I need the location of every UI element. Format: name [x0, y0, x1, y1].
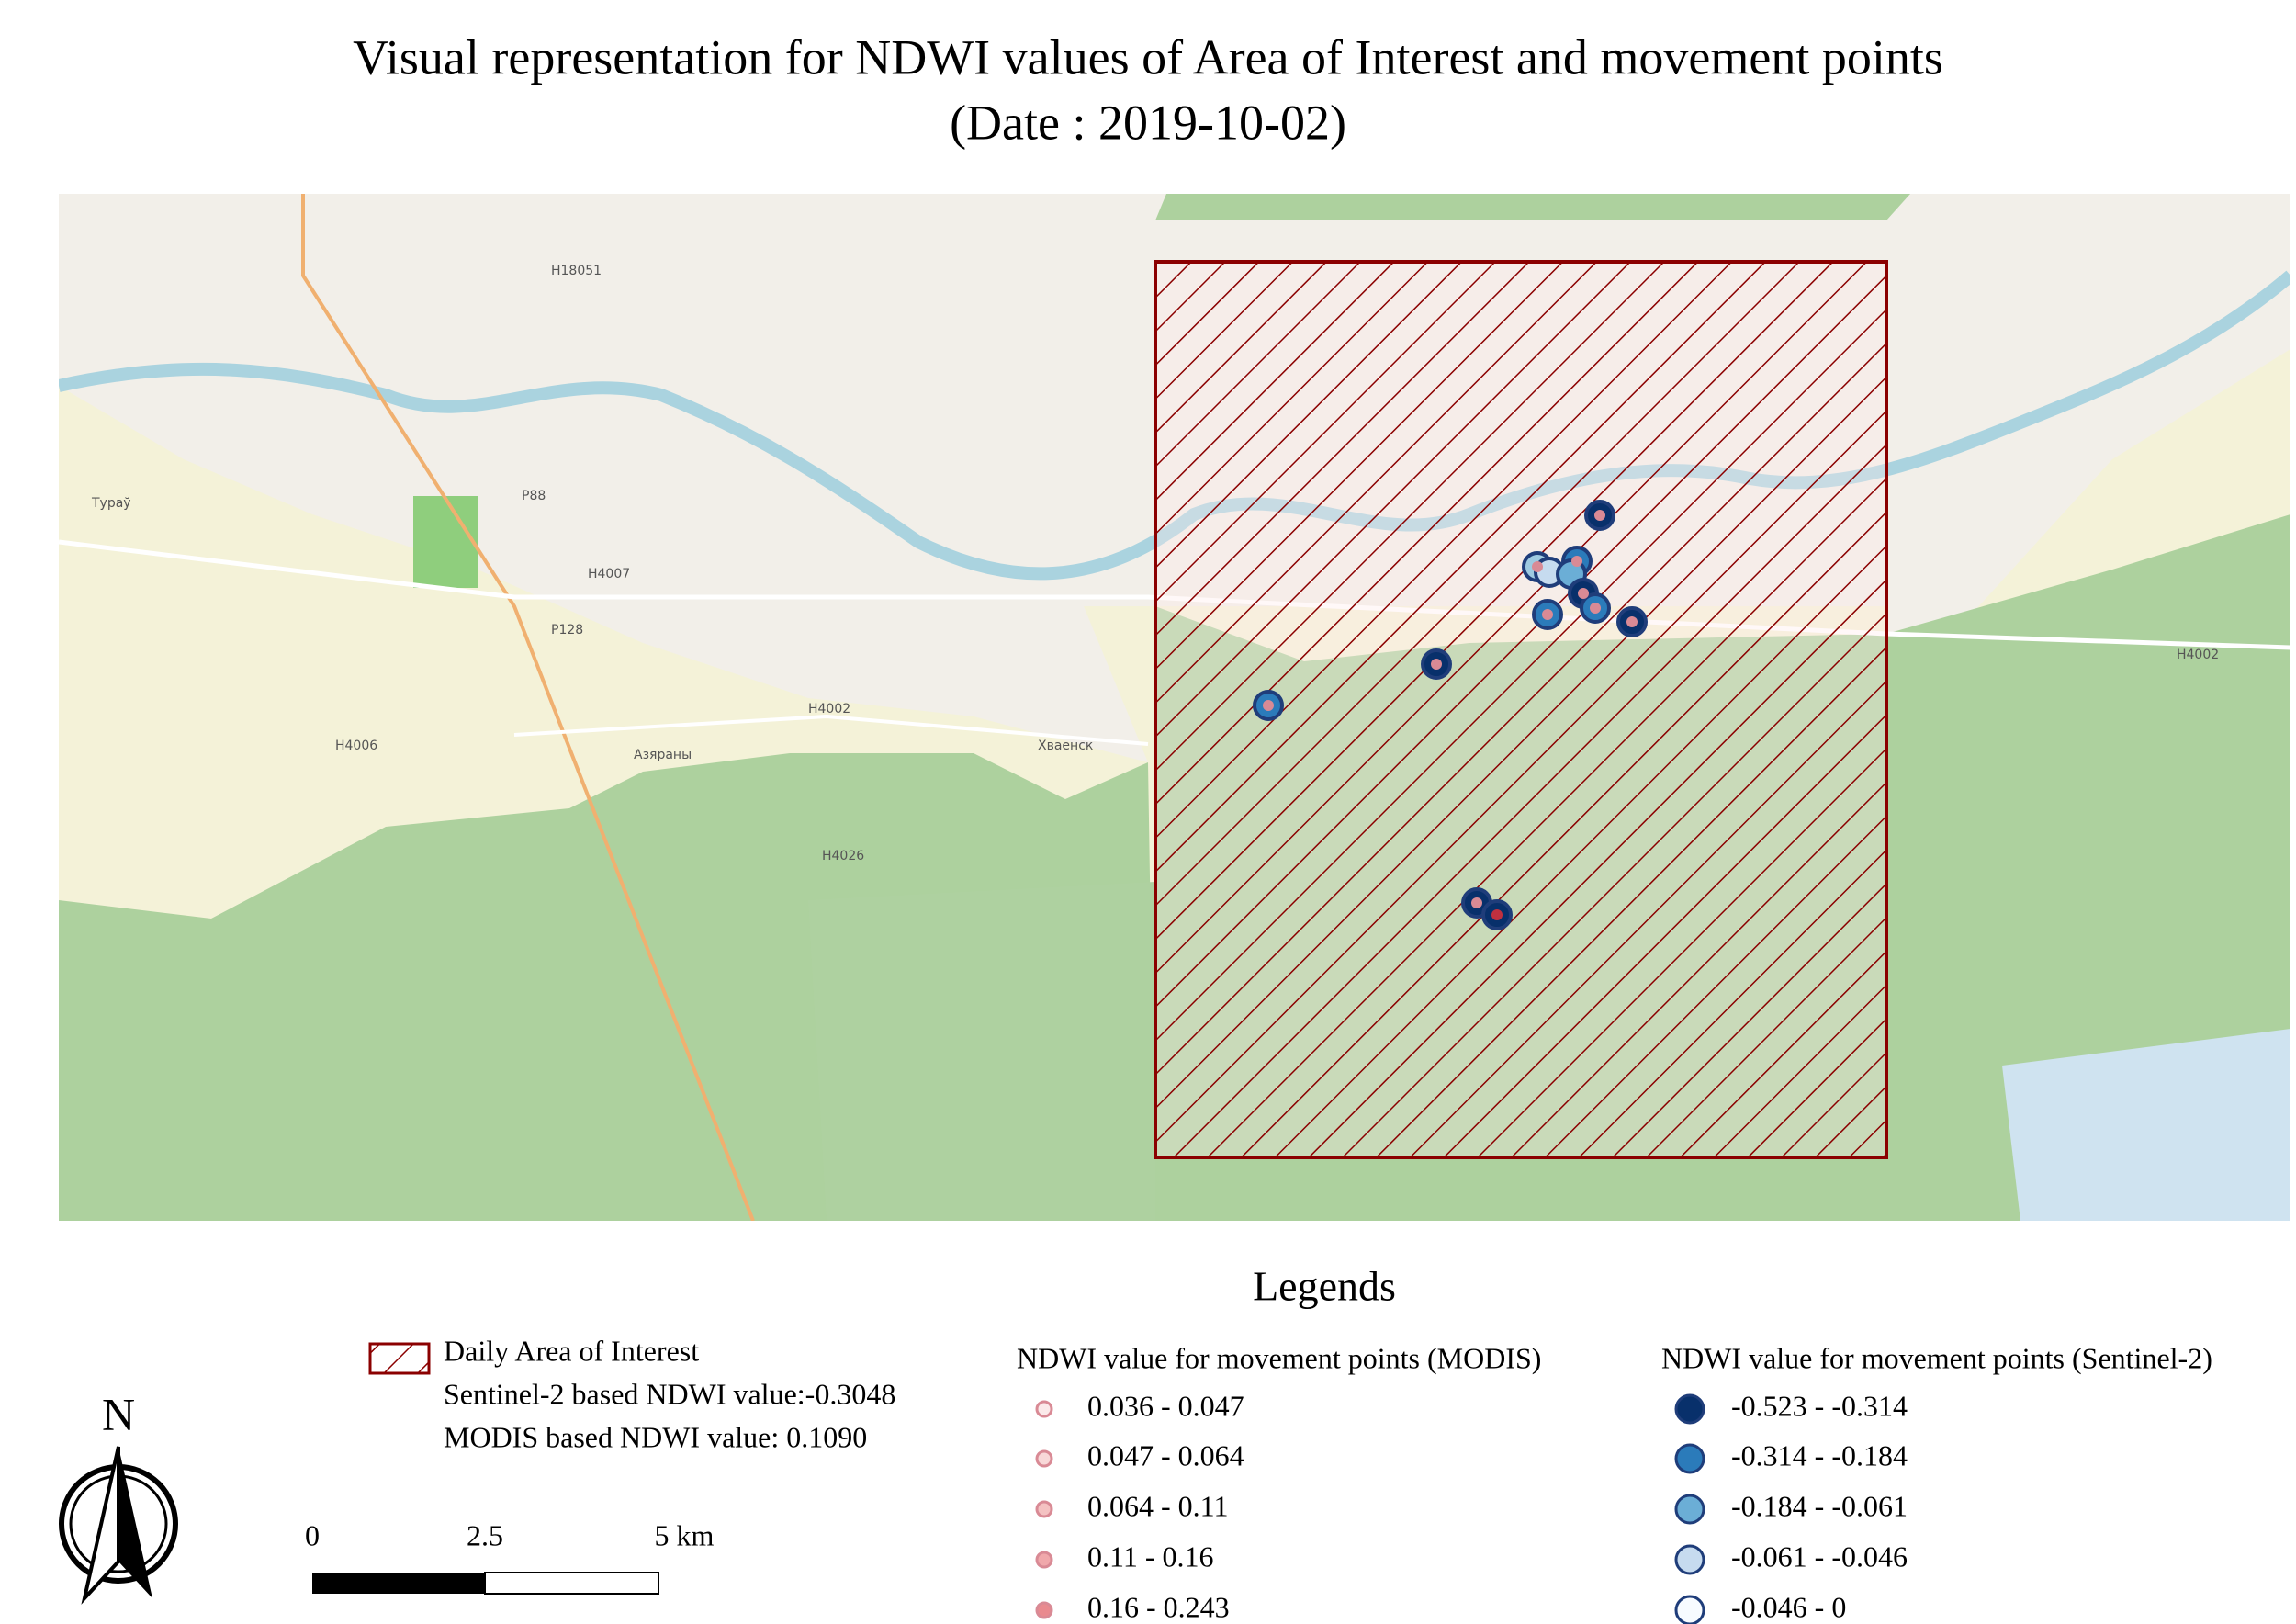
lake: [2002, 1029, 2290, 1221]
legend-label: MODIS based NDWI value: 0.1090: [444, 1420, 867, 1453]
map-label: P128: [551, 623, 583, 637]
scale-label: 2.5: [467, 1518, 503, 1551]
legend-symbol: [1035, 1400, 1053, 1418]
scale-label: 5 km: [655, 1518, 715, 1551]
legend-heading: NDWI value for movement points (MODIS): [1017, 1341, 1541, 1374]
legend-symbol: [1674, 1443, 1705, 1474]
park: [413, 496, 478, 588]
legend-symbol: [1035, 1551, 1053, 1569]
legend-label: Daily Area of Interest: [444, 1334, 699, 1367]
map: Тураў Азяраны Хваенск H4002 H4002 P88 P1…: [59, 194, 2290, 1221]
scale-bar: 0 2.5 5 km: [305, 1518, 715, 1595]
legend-symbol: [1035, 1601, 1053, 1619]
legend-classes: 0.036 - 0.047 0.047 - 0.064 0.064 - 0.11 0.…: [1035, 1389, 1908, 1624]
modis-points: [1263, 510, 1638, 920]
legend-title: Legends: [1253, 1263, 1396, 1310]
north-arrow: N: [59, 1388, 178, 1605]
legend-label: Sentinel-2 based NDWI value:-0.3048: [444, 1377, 895, 1410]
map-label: H4006: [335, 739, 377, 753]
map-label: H18051: [551, 264, 602, 278]
legend-symbol: [1674, 1544, 1705, 1575]
legend-label: -0.061 - -0.046: [1731, 1539, 1908, 1573]
legend-label: 0.036 - 0.047: [1087, 1389, 1244, 1422]
title: Visual representation for NDWI values of…: [353, 29, 1943, 85]
legend-label: -0.523 - -0.314: [1731, 1389, 1908, 1422]
scale-label: 0: [305, 1518, 320, 1551]
legend-label: -0.314 - -0.184: [1731, 1438, 1908, 1472]
aoi-swatch: [368, 1342, 431, 1375]
map-label: P88: [522, 489, 546, 503]
road: [513, 714, 1149, 746]
legend-label: 0.047 - 0.064: [1087, 1438, 1244, 1472]
marsh: [808, 882, 1155, 1221]
road: [59, 539, 2290, 650]
legend-heading: NDWI value for movement points (Sentinel…: [1661, 1341, 2212, 1374]
legend-label: -0.046 - 0: [1731, 1590, 1846, 1623]
legend-symbol: [1674, 1393, 1705, 1425]
legend-symbol: [1674, 1494, 1705, 1525]
legend-label: 0.16 - 0.243: [1087, 1590, 1230, 1623]
map-label: Хваенск: [1038, 739, 1093, 753]
map-label: H4002: [808, 702, 850, 716]
map-label: Тураў: [91, 496, 131, 511]
movement-points: [1253, 500, 1648, 930]
legend-label: 0.11 - 0.16: [1087, 1539, 1213, 1573]
forest: [1155, 194, 1910, 220]
map-label: Азяраны: [634, 748, 692, 762]
road: [301, 194, 755, 1221]
map-label: H4026: [822, 849, 864, 863]
map-label: H4007: [588, 567, 630, 581]
legend-symbol: [1035, 1449, 1053, 1468]
legend-label: -0.184 - -0.061: [1731, 1489, 1908, 1522]
north-label: N: [102, 1388, 135, 1439]
subtitle: (Date : 2019-10-02): [950, 95, 1346, 150]
legend-symbol: [1035, 1500, 1053, 1518]
legend-symbol: [1674, 1595, 1705, 1624]
legend-label: 0.064 - 0.11: [1087, 1489, 1228, 1522]
map-label: H4002: [2177, 648, 2219, 662]
